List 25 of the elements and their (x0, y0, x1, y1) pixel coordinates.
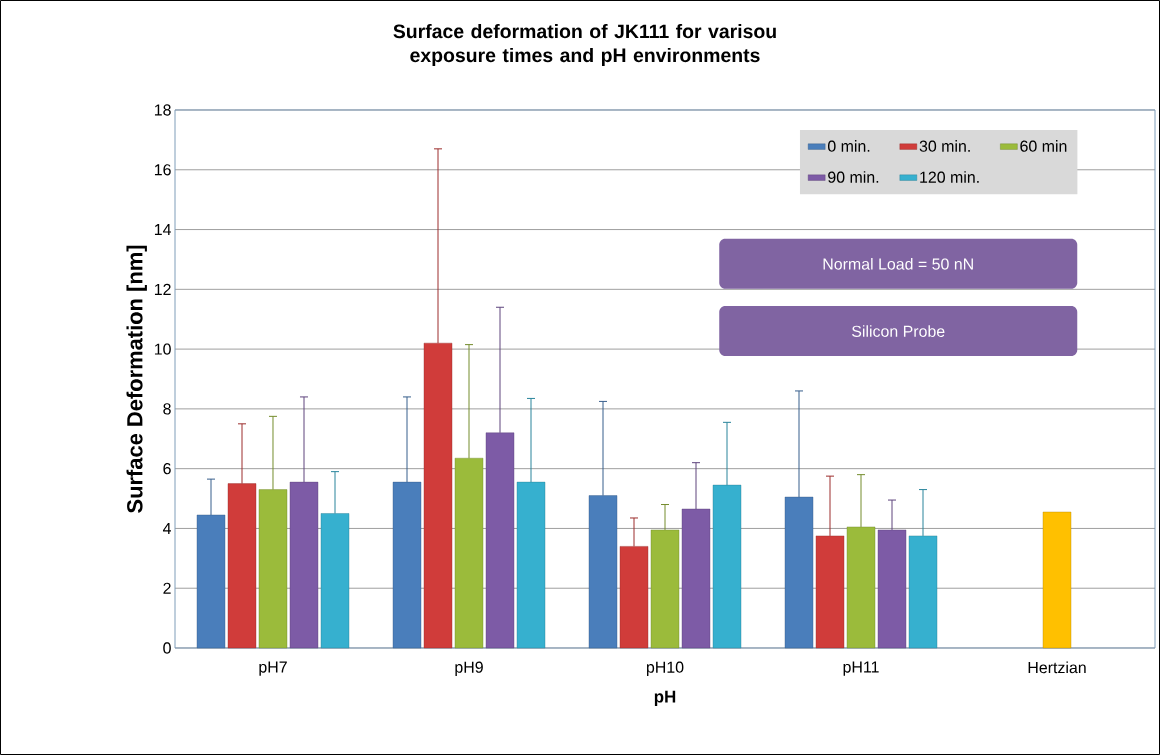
legend-label: 30 min. (919, 140, 970, 152)
x-tick-label: pH11 (843, 661, 879, 676)
legend-label: 0 min. (827, 140, 870, 152)
y-tick-label: 10 (154, 343, 171, 355)
chart-title: Surface deformation of JK111 for varisou exposure times and pH environments (393, 23, 776, 66)
legend-label: 60 min (1020, 140, 1067, 152)
x-axis-title: pH (654, 690, 676, 706)
x-tick-label: pH10 (646, 661, 684, 676)
y-tick-label: 8 (163, 403, 171, 415)
annotation: Silicon Probe (852, 325, 945, 337)
x-tick-label: pH7 (259, 661, 287, 676)
x-tick-label: Hertzian (1028, 661, 1086, 674)
x-tick-label: pH9 (455, 661, 483, 676)
y-axis-title: Surface Deformation [nm] (126, 245, 147, 513)
legend-label: 120 min. (920, 171, 979, 183)
y-tick-label: 6 (163, 463, 171, 475)
y-tick-label: 12 (154, 283, 171, 295)
y-tick-label: 16 (154, 164, 171, 176)
y-tick-label: 18 (154, 104, 171, 116)
y-tick-label: 0 (163, 642, 171, 654)
legend-label: 90 min. (828, 171, 879, 183)
y-tick-label: 4 (162, 522, 171, 534)
annotation: Normal Load = 50 nN (823, 258, 973, 270)
y-tick-label: 2 (163, 582, 171, 594)
y-tick-label: 14 (154, 224, 171, 236)
